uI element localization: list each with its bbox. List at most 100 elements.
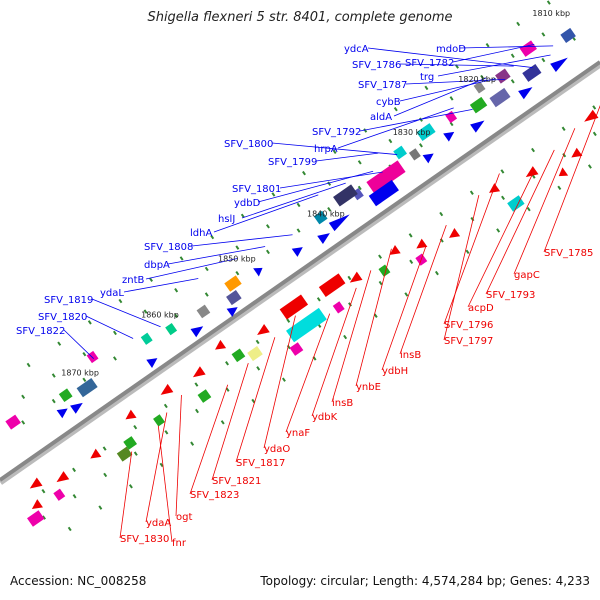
minor-tick bbox=[343, 334, 348, 340]
forward-gene-label: hrpA bbox=[314, 144, 338, 155]
minor-tick bbox=[190, 441, 195, 446]
minor-tick bbox=[57, 341, 62, 346]
forward-gene-arrow bbox=[317, 233, 330, 245]
accession-text: Accession: NC_008258 bbox=[10, 574, 147, 588]
minor-tick bbox=[408, 233, 413, 238]
minor-tick bbox=[541, 57, 546, 63]
forward-gene-label: SFV_1820 bbox=[38, 312, 87, 323]
reverse-gene-label: ydaA bbox=[146, 518, 171, 529]
minor-tick bbox=[500, 169, 505, 174]
forward-gene-arrow bbox=[422, 153, 434, 164]
forward-gene-arrow bbox=[443, 131, 455, 142]
minor-tick bbox=[469, 190, 474, 195]
gene-box bbox=[469, 96, 488, 114]
gene-box bbox=[153, 414, 165, 427]
reverse-gene-arrow bbox=[125, 409, 137, 420]
reverse-gene-arrow bbox=[571, 147, 583, 158]
minor-tick bbox=[51, 373, 56, 378]
reverse-label-leader bbox=[443, 195, 480, 341]
reverse-gene-label: fnr bbox=[172, 538, 187, 549]
gene-box bbox=[366, 160, 406, 194]
minor-tick bbox=[164, 430, 169, 435]
gene-box bbox=[53, 488, 66, 501]
gene-box bbox=[76, 377, 98, 398]
minor-tick bbox=[439, 211, 444, 217]
forward-gene-arrow bbox=[328, 214, 350, 232]
reverse-gene-arrow bbox=[192, 366, 206, 378]
minor-tick bbox=[204, 292, 209, 297]
reverse-label-leader bbox=[263, 315, 296, 449]
forward-gene-label: ydcA bbox=[344, 44, 369, 55]
reverse-gene-label: SFV_1785 bbox=[544, 248, 593, 259]
gene-box bbox=[226, 290, 242, 306]
forward-gene-arrow bbox=[518, 87, 533, 100]
forward-gene-arrow bbox=[470, 120, 485, 133]
gene-box bbox=[140, 332, 153, 345]
reverse-label-leader bbox=[211, 362, 249, 481]
reverse-label-leader bbox=[443, 173, 500, 325]
forward-gene-label: dbpA bbox=[144, 260, 170, 271]
forward-gene-label: SFV_1782 bbox=[405, 58, 454, 69]
minor-tick bbox=[378, 254, 382, 259]
minor-tick bbox=[510, 79, 515, 84]
minor-tick bbox=[393, 106, 398, 112]
forward-gene-label: SFV_1787 bbox=[358, 80, 407, 91]
gene-box bbox=[333, 184, 358, 207]
reverse-label-leader bbox=[485, 149, 555, 295]
forward-label-leader bbox=[459, 45, 554, 49]
forward-gene-arrow bbox=[550, 57, 568, 73]
minor-tick bbox=[363, 128, 368, 133]
minor-tick bbox=[526, 206, 531, 212]
minor-tick bbox=[531, 147, 535, 153]
forward-label-leader bbox=[191, 234, 293, 247]
gene-labels: 1810 kbp 1820 kbp 1830 kbp 1840 kbp 1850 kbp… bbox=[16, 9, 593, 549]
minor-tick bbox=[541, 32, 546, 37]
minor-tick bbox=[434, 270, 439, 276]
minor-tick bbox=[235, 270, 240, 276]
minor-tick bbox=[271, 192, 276, 197]
minor-tick bbox=[501, 195, 505, 201]
forward-gene-arrow bbox=[226, 307, 238, 317]
gene-box bbox=[231, 348, 246, 363]
minor-tick bbox=[210, 234, 215, 240]
gene-box bbox=[378, 264, 391, 277]
reverse-gene-label: gapC bbox=[514, 270, 540, 281]
reverse-label-leader bbox=[235, 337, 276, 463]
minor-tick bbox=[265, 224, 270, 229]
gene-box bbox=[318, 273, 346, 297]
gene-box bbox=[197, 389, 212, 403]
minor-tick bbox=[87, 320, 92, 325]
label-leaders bbox=[63, 44, 600, 543]
minor-tick bbox=[470, 216, 475, 222]
minor-tick bbox=[72, 494, 77, 499]
forward-label-leader bbox=[241, 182, 346, 219]
minor-tick bbox=[357, 185, 362, 191]
minor-tick bbox=[163, 403, 168, 409]
forward-gene-label: ldhA bbox=[190, 228, 212, 239]
minor-tick bbox=[103, 472, 108, 478]
minor-tick bbox=[480, 74, 485, 80]
gene-box bbox=[489, 87, 511, 108]
minor-tick bbox=[204, 266, 209, 272]
reverse-gene-label: SFV_1830 bbox=[120, 534, 169, 545]
minor-tick bbox=[179, 256, 184, 261]
forward-gene-label: aldA bbox=[370, 112, 392, 123]
genome-summary: Topology: circular; Length: 4,574,284 bp… bbox=[260, 574, 590, 588]
minor-tick bbox=[449, 96, 454, 101]
minor-tick bbox=[419, 143, 423, 148]
minor-tick bbox=[194, 382, 199, 387]
minor-tick bbox=[82, 351, 87, 357]
reverse-gene-label: ynbE bbox=[356, 382, 381, 393]
reverse-gene-arrow bbox=[349, 271, 363, 283]
reverse-gene-arrow bbox=[215, 339, 227, 350]
gene-box bbox=[313, 210, 328, 225]
minor-tick bbox=[159, 462, 164, 468]
forward-label-leader bbox=[85, 315, 134, 339]
reverse-gene-label: SFV_1821 bbox=[212, 476, 261, 487]
minor-tick bbox=[281, 377, 286, 382]
forward-gene-label: ydaL bbox=[100, 288, 124, 299]
reverse-gene-label: ogt bbox=[176, 512, 192, 523]
minor-tick bbox=[357, 160, 362, 165]
forward-label-leader bbox=[337, 107, 454, 149]
reverse-gene-label: ydbH bbox=[382, 366, 408, 377]
